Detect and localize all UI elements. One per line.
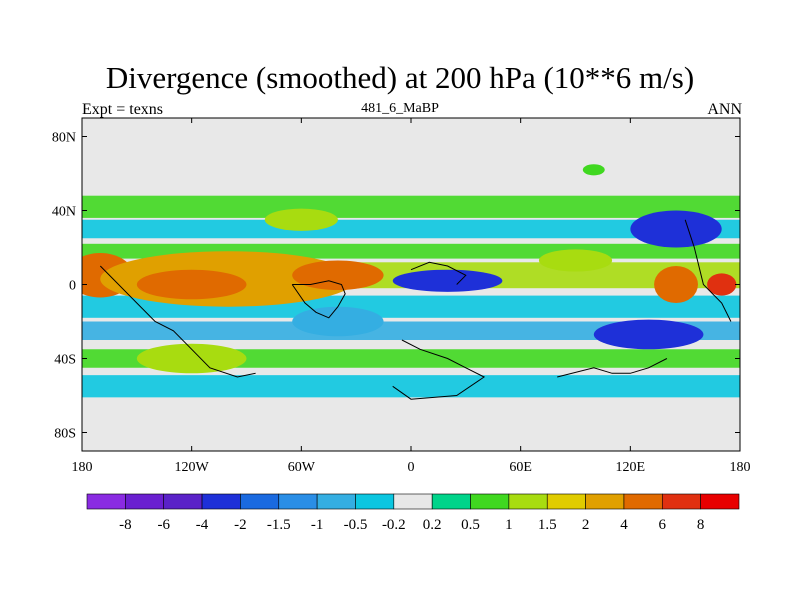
colorbar-label: -4: [196, 517, 209, 533]
x-tick-label: 180: [72, 460, 93, 475]
divergence-feature: [654, 266, 698, 303]
x-tick-label: 180: [730, 460, 751, 475]
divergence-feature: [292, 306, 384, 337]
chart-title: Divergence (smoothed) at 200 hPa (10**6 …: [105, 60, 695, 95]
coastline: [99, 265, 256, 378]
y-tick-label: 40S: [54, 353, 76, 368]
colorbar-swatch: [278, 493, 318, 510]
colorbar-label: -1: [311, 517, 324, 533]
season-label: ANN: [707, 101, 742, 118]
y-tick-label: 40N: [52, 205, 76, 220]
colorbar-label: 2: [582, 517, 590, 533]
divergence-feature: [264, 208, 338, 231]
colorbar-swatch: [700, 493, 740, 510]
colorbar-label: -2: [234, 517, 247, 533]
colorbar-swatch: [355, 493, 395, 510]
colorbar-swatch: [470, 493, 510, 510]
divergence-feature: [593, 319, 704, 350]
colorbar-label: 1.5: [538, 517, 557, 533]
colorbar-swatch: [508, 493, 548, 510]
divergence-feature: [136, 269, 247, 300]
colorbar-swatch: [431, 493, 471, 510]
divergence-feature: [392, 269, 503, 292]
coastline: [291, 280, 346, 319]
colorbar-swatch: [393, 493, 433, 510]
colorbar-label: -1.5: [267, 517, 291, 533]
colorbar-label: 6: [659, 517, 667, 533]
x-tick-label: 60E: [509, 460, 532, 475]
plot-area: [82, 118, 740, 451]
divergence-band: [82, 349, 740, 368]
coastline: [410, 261, 467, 285]
colorbar-swatch: [316, 493, 356, 510]
divergence-feature: [630, 210, 722, 248]
colorbar-swatch: [201, 493, 241, 510]
y-tick-label: 0: [69, 279, 76, 294]
colorbar-swatch: [585, 493, 625, 510]
coastline: [684, 219, 732, 322]
colorbar-label: 4: [620, 517, 628, 533]
colorbar-swatch: [240, 493, 280, 510]
experiment-label: Expt = texns: [82, 101, 164, 118]
x-tick-label: 120W: [175, 460, 210, 475]
colorbar-label: -6: [157, 517, 170, 533]
colorbar-swatch: [163, 493, 203, 510]
colorbar-label: 0.2: [423, 517, 442, 533]
y-tick-label: 80N: [52, 131, 76, 146]
divergence-feature: [136, 343, 247, 374]
colorbar-label: 1: [505, 517, 513, 533]
colorbar-swatch: [623, 493, 663, 510]
divergence-feature: [707, 273, 737, 296]
divergence-band: [82, 219, 740, 239]
colorbar-label: -0.5: [344, 517, 368, 533]
x-tick-label: 0: [408, 460, 415, 475]
run-label: 481_6_MaBP: [361, 101, 439, 116]
colorbar-label: -0.2: [382, 517, 406, 533]
colorbar-swatch: [86, 493, 126, 510]
divergence-band: [82, 375, 740, 398]
colorbar-label: 8: [697, 517, 705, 533]
x-tick-label: 120E: [616, 460, 646, 475]
divergence-feature: [292, 260, 384, 291]
colorbar-swatch: [546, 493, 586, 510]
colorbar-label: -8: [119, 517, 132, 533]
colorbar-swatch: [661, 493, 701, 510]
colorbar-swatch: [125, 493, 165, 510]
divergence-feature: [538, 249, 613, 272]
coastline: [392, 339, 486, 400]
divergence-feature: [582, 164, 605, 176]
colorbar-label: 0.5: [461, 517, 480, 533]
divergence-band: [82, 195, 740, 218]
coastline: [557, 358, 668, 378]
divergence-band: [82, 321, 740, 340]
x-tick-label: 60W: [288, 460, 316, 475]
y-tick-label: 80S: [54, 427, 76, 442]
